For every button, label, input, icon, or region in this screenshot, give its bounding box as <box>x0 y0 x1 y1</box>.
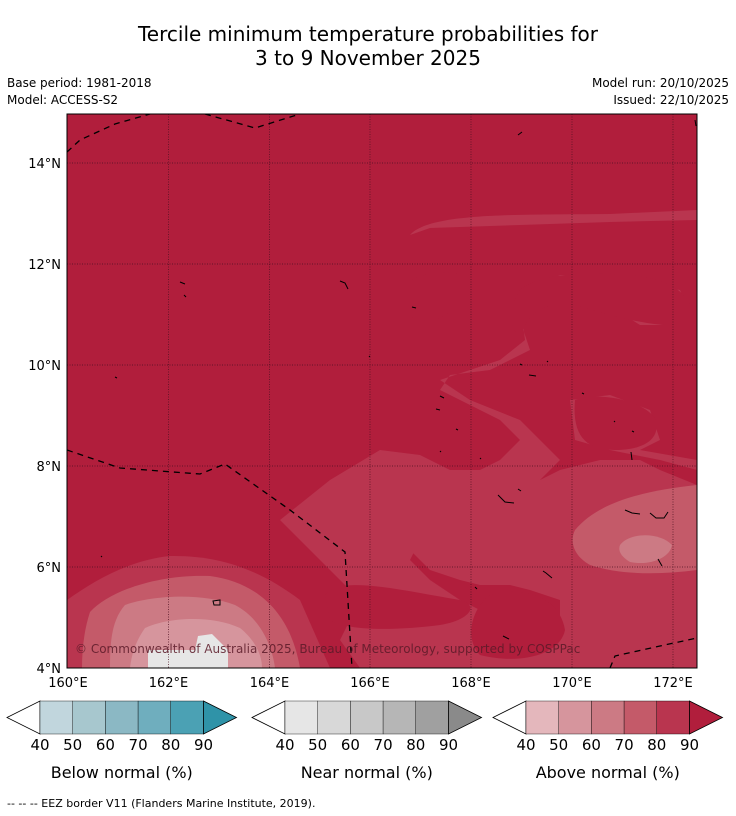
below-normal-legend-tick: 50 <box>63 736 82 754</box>
prob-80-90-patch-north <box>400 272 467 321</box>
longitude-labels: 160°E 162°E 164°E 166°E 168°E 170°E 172°… <box>48 676 693 691</box>
below-normal-legend-high-arrow <box>203 700 238 735</box>
below-normal-legend-tick: 60 <box>96 736 115 754</box>
near-normal-legend-swatch <box>317 700 351 735</box>
near-normal-legend-tick: 50 <box>308 736 327 754</box>
prob-80-90-patch-east <box>510 273 695 335</box>
near-normal-legend: 40 50 60 70 80 90 Near normal (%) <box>251 700 483 782</box>
above-normal-legend-low-arrow <box>492 700 527 735</box>
map-panel: © Commonwealth of Australia 2025, Bureau… <box>67 114 697 668</box>
below-normal-legend-tick: 90 <box>194 736 213 754</box>
above-normal-legend-tick: 70 <box>615 736 634 754</box>
near-normal-legend-tick: 40 <box>275 736 294 754</box>
near-normal-legend-tick: 90 <box>439 736 458 754</box>
prob-50-60-patch-east <box>619 535 672 564</box>
issued-date: Issued: 22/10/2025 <box>613 93 729 107</box>
lat-label-4n: 4°N <box>37 662 62 677</box>
above-normal-legend-swatch <box>525 700 559 735</box>
above-normal-legend-swatch <box>558 700 592 735</box>
below-normal-legend-low-arrow <box>6 700 41 735</box>
map-frame <box>66 113 698 669</box>
near-normal-legend-swatch <box>284 700 318 735</box>
below-normal-legend-swatch <box>72 700 106 735</box>
above-normal-legend-label: Above normal (%) <box>536 763 680 782</box>
near-normal-legend-swatch <box>382 700 417 735</box>
lat-label-12n: 12°N <box>28 258 61 273</box>
below-normal-legend-label: Below normal (%) <box>51 763 193 782</box>
lon-label-160e: 160°E <box>48 676 88 691</box>
below-normal-legend-tick: 70 <box>129 736 148 754</box>
prob-80-90-patch-southeast <box>471 591 565 659</box>
near-normal-40-50-patch <box>148 634 228 668</box>
below-normal-legend-swatch <box>137 700 172 735</box>
above-normal-legend-tick: 80 <box>647 736 666 754</box>
above-normal-legend-tick: 90 <box>680 736 699 754</box>
above-normal-legend-tick: 50 <box>549 736 568 754</box>
map-title: Tercile minimum temperature probabilitie… <box>0 22 736 70</box>
meta-left: Base period: 1981-2018 Model: ACCESS-S2 <box>7 76 152 110</box>
near-normal-legend-swatch <box>350 700 384 735</box>
copyright-notice: © Commonwealth of Australia 2025, Bureau… <box>75 642 580 656</box>
below-normal-legend-swatch <box>39 700 73 735</box>
above-normal-legend-swatch <box>623 700 657 735</box>
near-normal-legend-low-arrow <box>251 700 286 735</box>
near-normal-legend-tick: 80 <box>406 736 425 754</box>
meta-right: Model run: 20/10/2025 Issued: 22/10/2025 <box>592 76 729 110</box>
lon-label-162e: 162°E <box>149 676 189 691</box>
model-run: Model run: 20/10/2025 <box>591 76 729 90</box>
lat-label-14n: 14°N <box>28 157 61 172</box>
above-normal-legend-tick: 40 <box>516 736 535 754</box>
lon-label-168e: 168°E <box>451 676 491 691</box>
base-period: Base period: 1981-2018 <box>7 76 152 90</box>
near-normal-legend-label: Near normal (%) <box>301 763 433 782</box>
lat-label-6n: 6°N <box>37 561 62 576</box>
near-normal-legend-tick: 60 <box>341 736 360 754</box>
near-normal-legend-high-arrow <box>448 700 483 735</box>
lat-label-10n: 10°N <box>28 359 61 374</box>
near-normal-legend-swatch <box>415 700 449 735</box>
coastline-islands <box>100 119 697 640</box>
near-normal-legend-tick: 70 <box>374 736 393 754</box>
latitude-labels: 14°N 12°N 10°N 8°N 6°N 4°N <box>28 157 61 677</box>
title-line-2: 3 to 9 November 2025 <box>255 46 481 70</box>
below-normal-legend-swatch <box>170 700 204 735</box>
above-normal-legend-tick: 60 <box>582 736 601 754</box>
lon-label-170e: 170°E <box>552 676 592 691</box>
above-normal-legend-high-arrow <box>689 700 724 735</box>
prob-80-90-patch-ring <box>574 396 657 450</box>
lon-label-172e: 172°E <box>653 676 693 691</box>
above-normal-legend-swatch <box>656 700 690 735</box>
title-line-1: Tercile minimum temperature probabilitie… <box>137 22 599 46</box>
above-normal-legend-swatch <box>591 700 625 735</box>
graticule <box>67 114 697 668</box>
below-normal-legend-tick: 40 <box>30 736 49 754</box>
below-normal-legend-swatch <box>105 700 139 735</box>
eez-footer-note: -- -- -- EEZ border V11 (Flanders Marine… <box>7 797 316 810</box>
below-normal-legend-tick: 80 <box>161 736 180 754</box>
lon-label-164e: 164°E <box>250 676 290 691</box>
model-name: Model: ACCESS-S2 <box>7 93 119 107</box>
lat-label-8n: 8°N <box>37 460 62 475</box>
lon-label-166e: 166°E <box>350 676 390 691</box>
eez-border <box>67 114 697 668</box>
prob-80-90-patch-south <box>325 585 471 629</box>
